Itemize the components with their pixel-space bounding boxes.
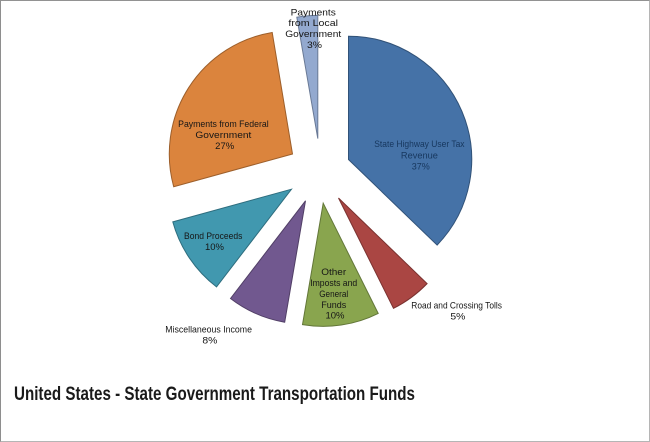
svg-text:Payments from Local Go: Payments from Local Government 3% (285, 7, 344, 50)
svg-text:Payments from Federal Gove: Payments from Federal Government 27% (178, 119, 271, 151)
svg-text:Miscellaneous Income 8%: Miscellaneous Income 8% (165, 325, 254, 346)
svg-text:Other Imposts and Gene: Other Imposts and General Funds 10% (310, 267, 360, 321)
svg-text:United States - State Governme: United States - State Government Transpo… (14, 384, 415, 405)
svg-text:Bond Proceeds 10%: Bond Proceeds 10% (184, 231, 245, 252)
svg-text:State Highway User Tax Rev: State Highway User Tax Revenue 37% (374, 139, 467, 171)
svg-text:Road and Crossing Tolls 5%: Road and Crossing Tolls 5% (411, 301, 504, 322)
